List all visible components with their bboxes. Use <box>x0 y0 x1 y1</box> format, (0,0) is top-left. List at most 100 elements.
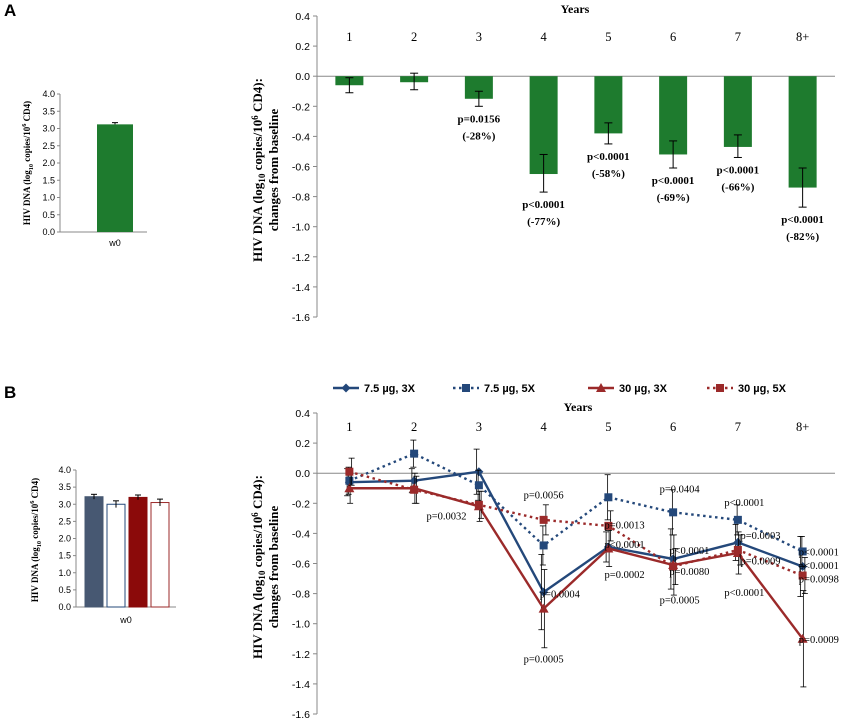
y-axis-label-part: 10 <box>257 173 267 183</box>
x-category-label: 5 <box>605 420 611 434</box>
y-tick-label: 1.0 <box>58 568 71 578</box>
percent-change-label: (-28%) <box>462 130 495 142</box>
y-tick-label: -1.2 <box>292 649 310 661</box>
y-axis-label: HIV DNA (log10 copies/106 CD4) <box>29 478 43 602</box>
x-category-label: 8+ <box>796 30 809 44</box>
series-line <box>349 470 804 577</box>
p-value-label: p<0.0001 <box>781 214 824 226</box>
p-value-label: p<0.0001 <box>717 164 760 176</box>
x-category-label: 6 <box>670 420 676 434</box>
x-tick-label: w0 <box>119 615 132 625</box>
y-axis-label-part: 6 <box>21 124 28 127</box>
y-tick-label: 0.4 <box>295 408 310 420</box>
baseline-bar <box>150 502 170 608</box>
p-value-label: p<0.0001 <box>652 175 695 187</box>
y-axis-label-part: HIV DNA (log <box>22 170 32 225</box>
x-category-label: 5 <box>605 30 611 44</box>
p-value-annotation: p=0.0005 <box>660 596 700 607</box>
y-axis-label-part: 10 <box>36 541 43 547</box>
x-tick-label: w0 <box>108 238 121 248</box>
y-axis-label-part: copies/10 <box>250 120 265 174</box>
p-value-annotation: p=0.0404 <box>660 484 701 495</box>
y-axis-label-line2: changes from baseline <box>266 506 281 629</box>
y-tick-label: 2.5 <box>58 516 71 526</box>
y-tick-label: -0.8 <box>292 589 310 601</box>
y-tick-label: -0.4 <box>292 528 310 540</box>
panel-b-change-chart: 0.4 0.2 0.0 -0.2 -0.4 -0.6 -0.8 -1.0 -1.2 -1.4 -1.… <box>250 383 839 721</box>
p-value-annotation: p<0.0001 <box>669 546 709 557</box>
y-axis-label-part: 10 <box>257 570 267 580</box>
y-tick-label: 1.0 <box>42 193 55 203</box>
y-tick-label: -0.4 <box>292 131 310 143</box>
p-value-annotation: p=0.0009 <box>799 635 839 646</box>
square-marker <box>410 485 419 494</box>
y-axis-label-part: CD4) <box>30 478 40 501</box>
square-marker <box>345 467 354 476</box>
bar-year-3 <box>464 76 493 99</box>
baseline-bar <box>84 496 104 608</box>
x-category-label: 3 <box>476 30 482 44</box>
y-tick-label: -1.6 <box>292 312 310 324</box>
y-axis-label: HIV DNA (log10 copies/106 CD4) <box>21 101 35 225</box>
y-tick-label: 4.0 <box>58 465 71 475</box>
y-tick-label: 0.4 <box>295 11 310 23</box>
p-value-annotation: p=0.0002 <box>605 570 645 581</box>
y-axis-label-part: HIV DNA (log <box>30 547 40 602</box>
panel-a-label: A <box>4 1 16 20</box>
p-value-annotation: p=0.0056 <box>524 490 564 501</box>
y-axis-label-part: copies/10 <box>30 503 40 541</box>
series-line <box>349 487 804 640</box>
y-axis-label-part: CD4): <box>250 78 265 115</box>
square-marker <box>798 547 807 556</box>
baseline-bar <box>106 503 126 608</box>
y-axis-label: HIV DNA (log10 copies/106 CD4):changes f… <box>250 78 281 262</box>
y-axis-label-part: HIV DNA (log <box>250 182 265 262</box>
y-tick-label: 1.5 <box>42 175 55 185</box>
chart-title: Years <box>564 400 593 414</box>
x-category-label: 1 <box>346 420 352 434</box>
y-tick-label: 0.5 <box>42 210 55 220</box>
square-marker <box>345 476 354 485</box>
square-marker <box>539 541 548 550</box>
x-category-label: 8+ <box>796 420 809 434</box>
y-axis-label-text: HIV DNA (log10 copies/106 CD4): <box>250 78 267 262</box>
y-axis-label-part: 6 <box>250 115 260 120</box>
triangle-marker <box>538 603 549 613</box>
p-value-annotation: p=0.0098 <box>799 575 839 586</box>
square-marker <box>733 545 742 554</box>
square-marker <box>474 500 483 509</box>
x-category-label: 4 <box>541 420 548 434</box>
percent-change-label: (-82%) <box>786 231 819 243</box>
legend: 7.5 µg, 3X 7.5 µg, 5X 30 µg, 3X 30 µg, 5X <box>333 383 787 395</box>
bar-w0 <box>97 124 133 232</box>
y-tick-label: -0.8 <box>292 192 310 204</box>
p-value-annotation: p=0.0005 <box>524 654 564 665</box>
series-line <box>349 470 804 594</box>
x-category-label: 4 <box>541 30 548 44</box>
square-marker <box>539 515 548 524</box>
percent-change-label: (-69%) <box>657 192 690 204</box>
square-marker <box>733 515 742 524</box>
panel-a-change-chart: 0.4 0.2 0.0 -0.2 -0.4 -0.6 -0.8 -1.0 -1.2 -1.4 -1.… <box>250 2 835 324</box>
y-tick-label: 0.0 <box>58 602 71 612</box>
y-axis-label-line2: changes from baseline <box>266 109 281 232</box>
y-tick-label: 2.5 <box>42 141 55 151</box>
y-axis-label-part: CD4): <box>250 475 265 512</box>
y-tick-label: 0.0 <box>295 468 310 480</box>
p-value-label: p<0.0001 <box>587 151 630 163</box>
x-category-label: 7 <box>735 420 741 434</box>
diamond-marker <box>341 383 351 393</box>
y-tick-label: 4.0 <box>42 89 55 99</box>
series-group <box>345 439 807 567</box>
y-tick-label: -1.2 <box>292 252 310 264</box>
p-value-annotation: p=0.0004 <box>540 590 581 601</box>
y-tick-label: -1.4 <box>292 679 310 691</box>
y-axis-label-part: 10 <box>28 164 35 170</box>
p-value-label: p<0.0001 <box>522 199 565 211</box>
p-value-annotation: p=0.0032 <box>426 511 466 522</box>
y-tick-label: -1.4 <box>292 282 310 294</box>
y-axis-label-part: CD4) <box>22 101 32 124</box>
percent-change-label: (-66%) <box>721 181 754 193</box>
y-tick-label: 0.5 <box>58 585 71 595</box>
y-axis-label-part: copies/10 <box>22 126 32 164</box>
